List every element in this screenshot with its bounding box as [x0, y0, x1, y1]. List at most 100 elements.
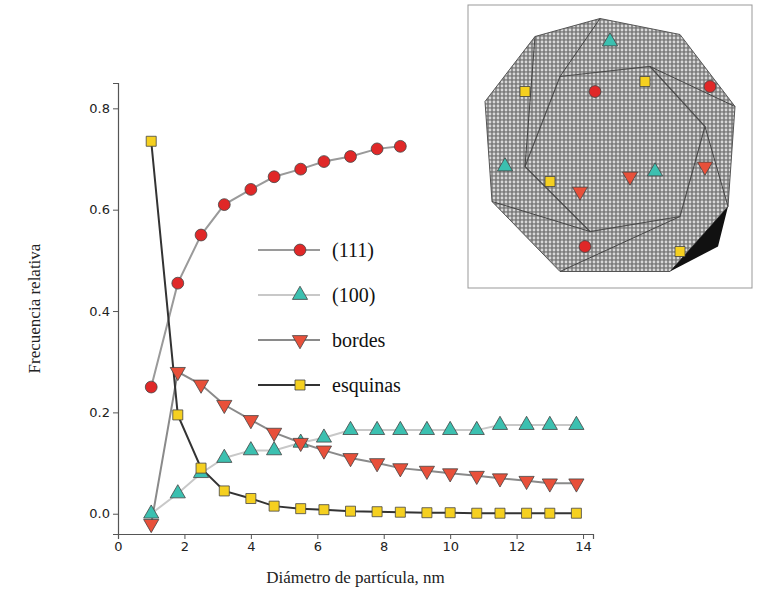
legend-symbol [292, 336, 307, 349]
data-point [571, 508, 581, 518]
tick: 14 [575, 534, 592, 554]
data-point [170, 485, 185, 498]
x-axis: 0 2 4 6 8 10 12 14 [114, 534, 593, 554]
data-point [173, 410, 183, 420]
inset-marker [520, 87, 530, 97]
tick-mark [113, 412, 118, 413]
tick: 10 [442, 534, 459, 554]
legend-symbol [292, 286, 307, 299]
legend-line [258, 339, 320, 341]
data-point [569, 479, 584, 492]
y-axis-line [113, 84, 119, 535]
tick: 0.0 [89, 506, 118, 521]
inset-marker [622, 172, 637, 185]
y-axis-title: Frecuencia relativa [25, 243, 44, 373]
data-point [469, 421, 484, 434]
data-point [569, 416, 584, 429]
data-point [217, 449, 232, 462]
inset-marker [589, 86, 601, 98]
data-point [196, 463, 206, 473]
tick-label: 14 [575, 539, 592, 554]
legend-label: (100) [332, 284, 375, 307]
chart-svg: 024681012140.00.20.40.60.8Diámetro de pa… [0, 0, 759, 597]
legend-label: esquinas [332, 374, 401, 397]
data-point [144, 519, 159, 532]
particle-edge [560, 19, 600, 77]
tick-label: 12 [509, 539, 526, 554]
data-point [395, 507, 405, 517]
inset-marker [572, 187, 587, 200]
data-point [346, 506, 356, 516]
tick-label: 0.8 [89, 101, 110, 116]
tick: 0.6 [89, 202, 118, 217]
data-point [393, 464, 408, 477]
data-point [443, 421, 458, 434]
tick: 0 [114, 534, 122, 554]
tick: 8 [380, 534, 388, 554]
data-point [295, 163, 307, 175]
tick-mark [113, 514, 118, 515]
data-point [193, 380, 208, 393]
data-point [343, 421, 358, 434]
tick: 0.8 [89, 101, 118, 116]
data-point [267, 428, 282, 441]
data-point [372, 507, 382, 517]
data-point [267, 442, 282, 455]
legend-symbol [294, 244, 306, 256]
tick-mark [113, 108, 118, 109]
tick-mark [113, 311, 118, 312]
data-point [393, 421, 408, 434]
data-point [293, 438, 308, 451]
data-point [296, 504, 306, 514]
legend-line [258, 249, 320, 251]
tick: 12 [509, 534, 526, 554]
data-point [422, 508, 432, 518]
data-point [316, 429, 331, 442]
legend-line [258, 384, 320, 386]
data-point [371, 143, 383, 155]
tick: 0.2 [89, 405, 118, 420]
data-point [219, 486, 229, 496]
data-point [218, 199, 230, 211]
data-point [443, 469, 458, 482]
inset-marker [640, 77, 650, 87]
particle-edge [492, 202, 590, 232]
data-point [269, 501, 279, 511]
tick-label: 4 [247, 539, 255, 554]
data-point [519, 476, 534, 489]
data-point [492, 416, 507, 429]
data-point [345, 151, 357, 163]
tick-label: 0.6 [89, 202, 110, 217]
tick-label: 2 [181, 539, 189, 554]
data-point [170, 367, 185, 380]
legend-symbol [295, 380, 305, 390]
data-point [217, 400, 232, 413]
tick-mark [113, 210, 118, 211]
inset-marker [497, 158, 512, 171]
data-point [243, 416, 258, 429]
data-point [246, 494, 256, 504]
tick-label: 10 [442, 539, 459, 554]
tick-label: 6 [314, 539, 322, 554]
inset-marker [579, 241, 591, 253]
data-point [522, 508, 532, 518]
inset-marker [704, 81, 716, 93]
data-point [469, 471, 484, 484]
tick-label: 0.4 [89, 304, 110, 319]
data-point [542, 416, 557, 429]
data-point [195, 229, 207, 241]
legend-label: bordes [332, 329, 386, 351]
tick: 2 [181, 534, 189, 554]
data-point [145, 381, 157, 393]
data-point [245, 183, 257, 195]
inset-marker [697, 162, 712, 175]
data-point [319, 505, 329, 515]
data-point [146, 136, 156, 146]
legend-line [258, 294, 320, 296]
data-point [394, 140, 406, 152]
data-point [419, 466, 434, 479]
particle-edge [525, 37, 535, 167]
data-point [268, 171, 280, 183]
data-point [472, 508, 482, 518]
tick-label: 0.0 [89, 506, 110, 521]
